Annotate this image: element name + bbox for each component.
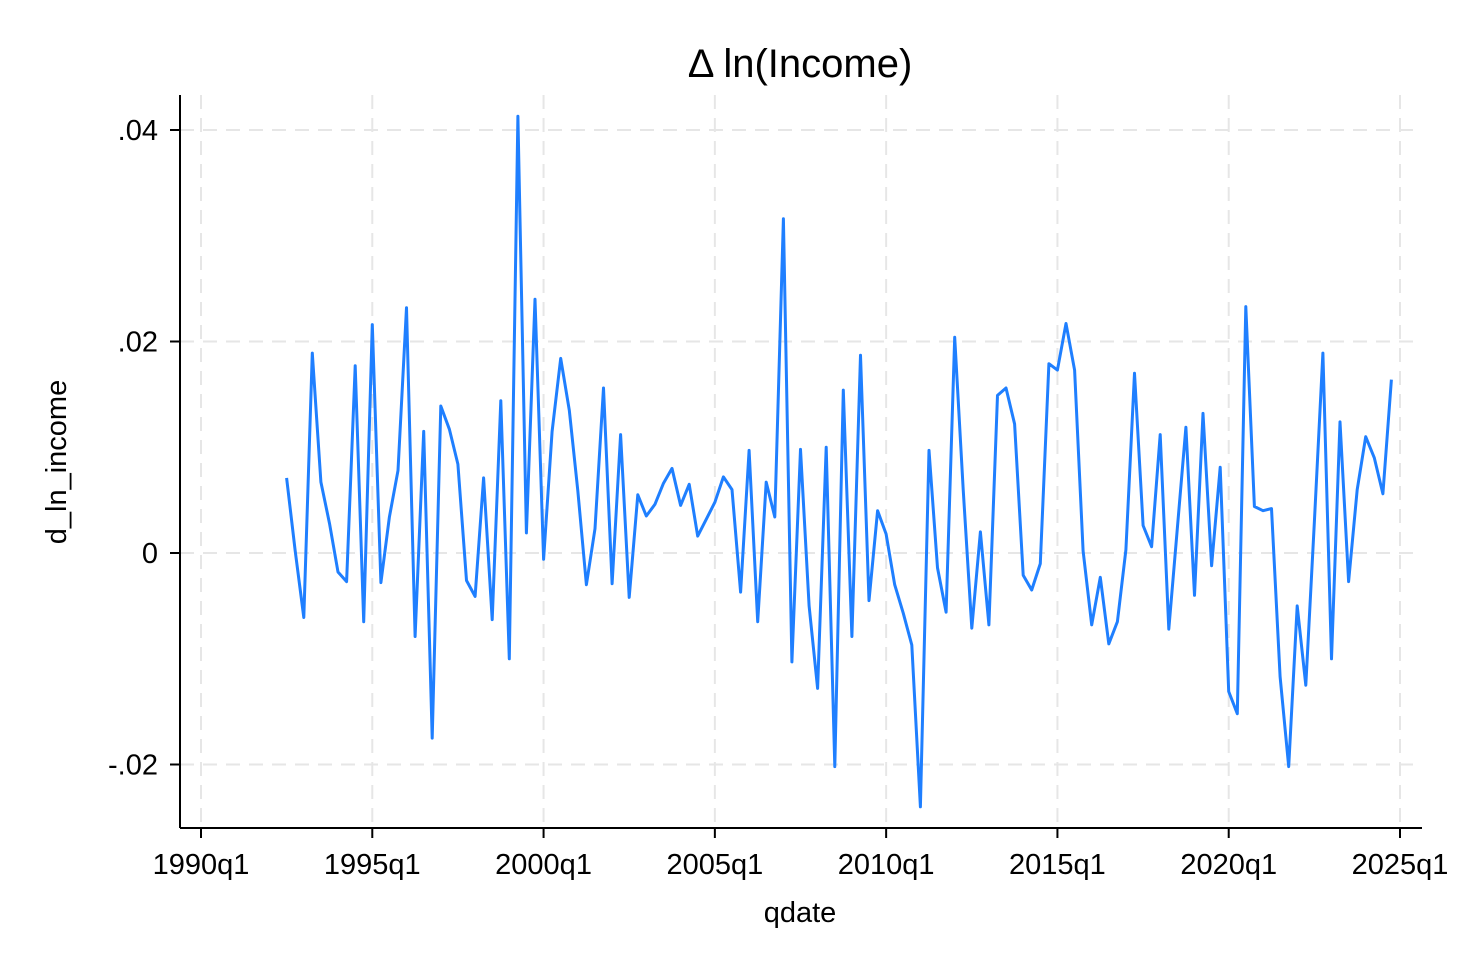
series-lines xyxy=(285,114,1393,809)
y-axis-title: d_ln_income xyxy=(41,380,73,544)
y-tick-label: -.02 xyxy=(108,750,158,782)
x-tick-label: 2025q1 xyxy=(1352,849,1449,881)
x-tick-label: 2005q1 xyxy=(666,849,763,881)
y-tick-label: .04 xyxy=(118,115,158,147)
x-tick-label: 1995q1 xyxy=(324,849,421,881)
gridlines xyxy=(180,95,1422,828)
y-tick-label: .02 xyxy=(118,327,158,359)
x-tick-label: 2000q1 xyxy=(495,849,592,881)
y-tick-label: 0 xyxy=(142,538,158,570)
x-tick-label: 2015q1 xyxy=(1009,849,1106,881)
x-tick-label: 1990q1 xyxy=(153,849,250,881)
chart-title: Δ ln(Income) xyxy=(688,42,913,86)
x-tick-label: 2010q1 xyxy=(838,849,935,881)
axes: -.02 0 .02 .04 1990q1 1995q1 2000q1 2005q1 2010q… xyxy=(108,95,1448,881)
x-tick-label: 2020q1 xyxy=(1180,849,1277,881)
series-line-d_ln_income xyxy=(285,114,1393,809)
x-axis-title: qdate xyxy=(764,897,837,929)
